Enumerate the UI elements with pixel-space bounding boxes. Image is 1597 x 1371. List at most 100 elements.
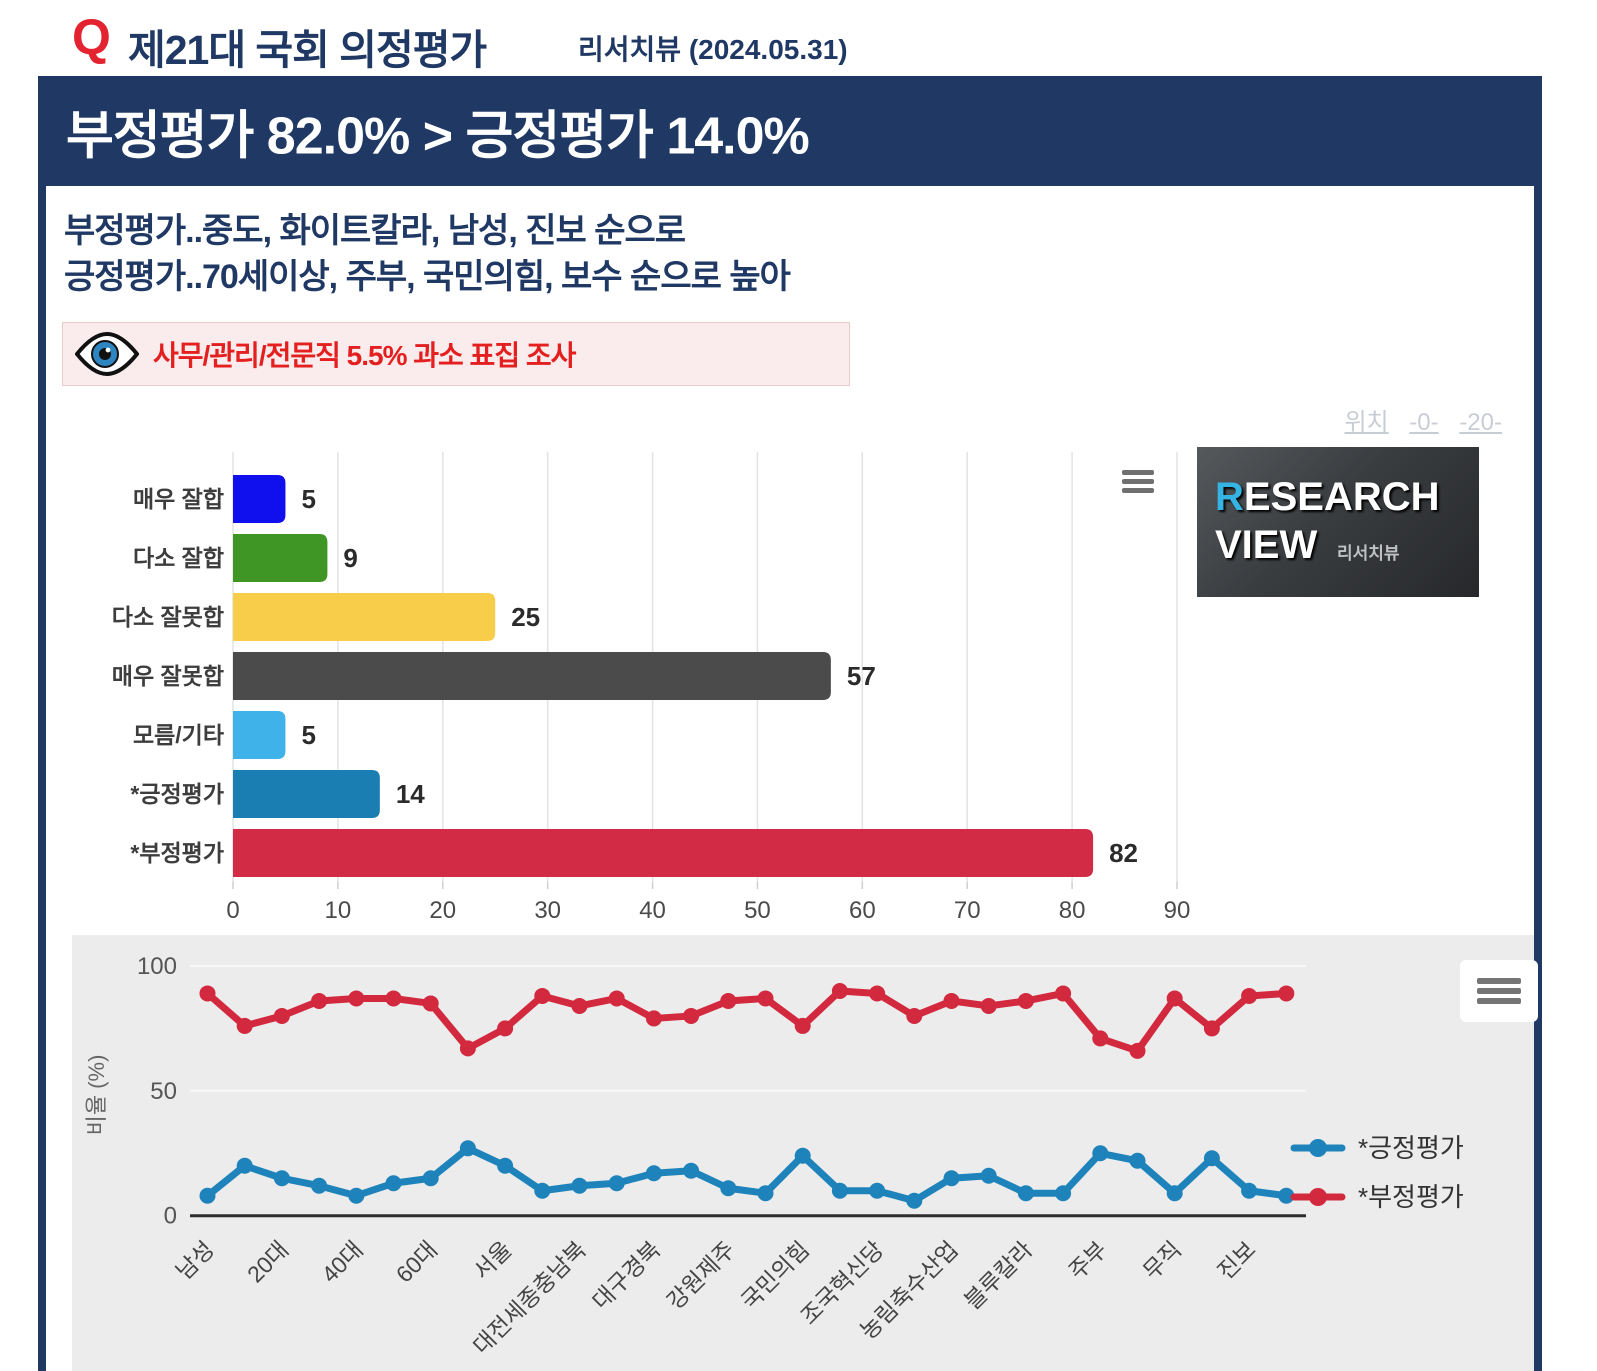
position-label-link[interactable]: 위치 [1344, 409, 1389, 436]
series-line-*긍정평가 [204, 1144, 1290, 1205]
data-point [943, 1170, 960, 1187]
data-point [1092, 1145, 1109, 1162]
bar-category-label: *긍정평가 [130, 781, 224, 807]
line-y-tick-label: 50 [150, 1078, 177, 1105]
data-point [571, 997, 588, 1014]
data-point [311, 992, 328, 1009]
data-point [683, 1007, 700, 1024]
data-point [497, 1020, 514, 1037]
data-point [422, 1170, 439, 1187]
line-x-tick-label: 40대 [316, 1236, 367, 1287]
data-point [1241, 987, 1258, 1004]
line-x-tick-label: 블루칼라 [959, 1236, 1037, 1314]
position-link-20[interactable]: -20- [1459, 409, 1502, 436]
data-point [1055, 985, 1072, 1002]
data-point [683, 1162, 700, 1179]
bar-category-label: 매우 잘못합 [112, 663, 224, 689]
menu-bar [1122, 469, 1154, 475]
line-x-tick-label: 진보 [1212, 1236, 1260, 1284]
line-x-tick-label: 서울 [468, 1236, 516, 1284]
line-y-tick-label: 0 [164, 1203, 177, 1230]
bar-category-label: 모름/기타 [133, 722, 224, 748]
data-point [1203, 1150, 1220, 1167]
data-point [571, 1177, 588, 1194]
line-chart-menu-button[interactable] [1460, 960, 1538, 1022]
line-x-tick-label: 대구경북 [587, 1236, 665, 1314]
data-point [794, 1017, 811, 1034]
sampling-notice: 사무/관리/전문직 5.5% 과소 표집 조사 [62, 322, 850, 386]
logo-korean-sub: 리서치뷰 [1337, 544, 1400, 563]
sampling-notice-text: 사무/관리/전문직 5.5% 과소 표집 조사 [153, 340, 576, 371]
bar-value-label: 5 [301, 484, 315, 514]
menu-bar [1122, 478, 1154, 484]
bar-x-tick-label: 70 [954, 897, 981, 924]
data-point [199, 1187, 216, 1204]
headline-text: 부정평가 82.0% > 긍정평가 14.0% [66, 107, 810, 166]
bar-category-label: *부정평가 [130, 840, 224, 866]
data-point [534, 1182, 551, 1199]
bar-*부정평가 [233, 829, 1094, 877]
legend-marker [1309, 1139, 1327, 1157]
series-line-*부정평가 [204, 987, 1290, 1055]
data-point [1129, 1042, 1146, 1059]
bar-category-label: 매우 잘합 [133, 486, 224, 512]
bar-x-tick-label: 20 [429, 897, 456, 924]
data-point [348, 1187, 365, 1204]
legend-marker [1309, 1188, 1327, 1206]
data-point [1055, 1185, 1072, 1202]
bar-value-label: 82 [1109, 838, 1138, 868]
data-point [608, 990, 625, 1007]
headline-banner: 부정평가 82.0% > 긍정평가 14.0% [38, 76, 1542, 186]
data-point [1129, 1152, 1146, 1169]
bar-매우 잘못합 [233, 652, 831, 700]
bar-x-tick-label: 30 [534, 897, 561, 924]
data-point [720, 1180, 737, 1197]
data-point [1278, 985, 1295, 1002]
line-y-tick-label: 100 [137, 953, 177, 980]
position-links: 위치 -0- -20- [1240, 402, 1502, 437]
data-point [459, 1040, 476, 1057]
data-point [348, 990, 365, 1007]
data-point [645, 1010, 662, 1027]
page-header: Q 제21대 국회 의정평가 리서치뷰 (2024.05.31) [0, 0, 1597, 76]
bar-매우 잘합 [233, 475, 286, 523]
legend-item-*긍정평가[interactable]: *긍정평가 [1290, 1133, 1464, 1163]
line-x-tick-label: 무직 [1138, 1236, 1186, 1284]
data-point [1017, 992, 1034, 1009]
data-point [906, 1007, 923, 1024]
bar-x-tick-label: 80 [1059, 897, 1086, 924]
data-point [1092, 1030, 1109, 1047]
menu-bar [1477, 978, 1521, 984]
logo-letter-r: R [1215, 475, 1244, 519]
legend-label: *부정평가 [1358, 1182, 1464, 1212]
researchview-logo: RESEARCH VIEW 리서치뷰 [1197, 447, 1479, 597]
data-point [422, 995, 439, 1012]
data-point [831, 982, 848, 999]
legend-item-*부정평가[interactable]: *부정평가 [1290, 1182, 1464, 1212]
legend-label: *긍정평가 [1358, 1133, 1464, 1163]
line-x-tick-label: 남성 [171, 1236, 219, 1284]
source-and-date: 리서치뷰 (2024.05.31) [578, 34, 848, 65]
bar-chart-menu-button[interactable] [1122, 468, 1156, 494]
position-link-0[interactable]: -0- [1409, 409, 1439, 436]
logo-view: VIEW [1215, 523, 1318, 567]
frame-border-right [1534, 186, 1542, 1371]
data-point [943, 992, 960, 1009]
data-point [1166, 1185, 1183, 1202]
crosstab-panel: 0 50 100 비율 (%) 남성 20대 40대 60대 서울 대전세종충남북 대구경북 강원제주… [72, 935, 1534, 1371]
bar-value-label: 5 [301, 720, 315, 750]
bar-모름/기타 [233, 711, 286, 759]
bar-value-label: 25 [511, 602, 540, 632]
bar-x-tick-label: 90 [1164, 897, 1190, 924]
data-point [199, 985, 216, 1002]
data-point [385, 990, 402, 1007]
line-x-tick-label: 강원제주 [662, 1236, 740, 1314]
data-point [869, 985, 886, 1002]
bar-category-label: 다소 잘합 [133, 545, 224, 571]
data-point [757, 1185, 774, 1202]
data-point [980, 1167, 997, 1184]
menu-bar [1477, 998, 1521, 1004]
data-point [236, 1157, 253, 1174]
data-point [273, 1007, 290, 1024]
